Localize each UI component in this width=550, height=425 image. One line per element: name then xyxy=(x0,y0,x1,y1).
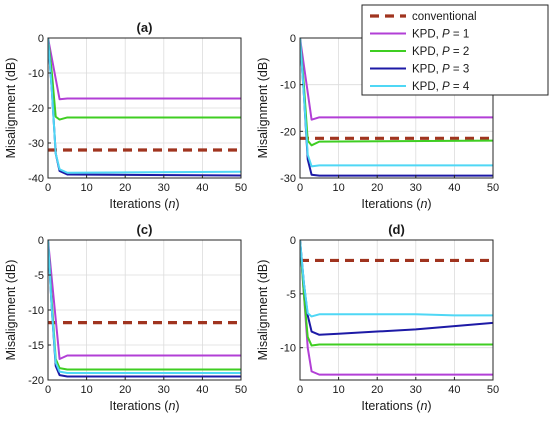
y-axis-label-a: Misalignment (dB) xyxy=(4,58,18,159)
legend-label-2: KPD, P = 2 xyxy=(412,46,469,58)
plot-area-d xyxy=(300,240,493,380)
tick-label-y-b-2: -10 xyxy=(280,80,296,92)
tick-label-x-a-3: 30 xyxy=(158,182,170,194)
legend-label-0: conventional xyxy=(412,11,477,23)
tick-label-x-a-4: 40 xyxy=(196,182,208,194)
tick-label-x-a-0: 0 xyxy=(45,182,51,194)
tick-label-y-a-3: -10 xyxy=(28,68,44,80)
panel-d: 0 10 20 30 40 50 -10 -5 0 (d) Iterations (n) Misali… xyxy=(256,222,499,413)
tick-label-y-b-0: -30 xyxy=(280,173,296,185)
tick-label-y-d-1: -5 xyxy=(286,289,296,301)
tick-label-x-d-1: 10 xyxy=(332,384,344,396)
tick-label-y-a-0: -40 xyxy=(28,173,44,185)
tick-label-x-b-4: 40 xyxy=(448,182,460,194)
tick-label-x-a-2: 20 xyxy=(119,182,131,194)
panels: 0 10 20 30 40 50 -40 -30 -20 -10 0 (a) Iterations (n… xyxy=(4,20,499,413)
y-axis-label-d: Misalignment (dB) xyxy=(256,260,270,361)
x-axis-label-c: Iterations (n) xyxy=(109,399,179,413)
tick-label-y-c-0: -20 xyxy=(28,375,44,387)
tick-label-y-a-1: -30 xyxy=(28,138,44,150)
x-axis-label-b: Iterations (n) xyxy=(361,197,431,211)
tick-label-y-c-4: 0 xyxy=(38,235,44,247)
x-axis-label-d: Iterations (n) xyxy=(361,399,431,413)
legend: conventional KPD, P = 1 KPD, P = 2 KPD, P =… xyxy=(361,4,549,96)
tick-label-x-b-3: 30 xyxy=(410,182,422,194)
tick-label-x-c-1: 10 xyxy=(80,384,92,396)
legend-label-1: KPD, P = 1 xyxy=(412,29,469,41)
tick-label-x-c-4: 40 xyxy=(196,384,208,396)
tick-label-x-c-0: 0 xyxy=(45,384,51,396)
tick-label-x-c-2: 20 xyxy=(119,384,131,396)
tick-label-y-a-4: 0 xyxy=(38,33,44,45)
tick-label-y-d-2: 0 xyxy=(290,235,296,247)
tick-label-x-b-2: 20 xyxy=(371,182,383,194)
legend-label-4: KPD, P = 4 xyxy=(412,81,470,93)
series-line-a-4 xyxy=(48,38,241,174)
series-line-b-4 xyxy=(300,38,493,168)
y-axis-label-b: Misalignment (dB) xyxy=(256,58,270,159)
tick-label-x-d-5: 50 xyxy=(487,384,499,396)
panel-title-c: (c) xyxy=(137,222,153,237)
tick-label-x-d-4: 40 xyxy=(448,384,460,396)
tick-label-x-d-0: 0 xyxy=(297,384,303,396)
series-line-a-2 xyxy=(48,38,241,121)
legend-label-3: KPD, P = 3 xyxy=(412,64,469,76)
panel-title-d: (d) xyxy=(388,222,405,237)
panel-title-a: (a) xyxy=(137,20,153,35)
tick-label-x-d-3: 30 xyxy=(410,384,422,396)
tick-label-y-b-3: 0 xyxy=(290,33,296,45)
tick-label-y-b-1: -20 xyxy=(280,126,296,138)
tick-label-x-b-1: 10 xyxy=(332,182,344,194)
panel-a: 0 10 20 30 40 50 -40 -30 -20 -10 0 (a) Iterations (n… xyxy=(4,20,247,211)
tick-label-x-b-0: 0 xyxy=(297,182,303,194)
tick-label-y-c-2: -10 xyxy=(28,305,44,317)
tick-label-x-a-5: 50 xyxy=(235,182,247,194)
tick-label-x-d-2: 20 xyxy=(371,384,383,396)
tick-label-x-c-3: 30 xyxy=(158,384,170,396)
tick-label-y-c-1: -15 xyxy=(28,340,44,352)
tick-label-x-b-5: 50 xyxy=(487,182,499,194)
series-line-c-4 xyxy=(48,240,241,374)
series-line-b-1 xyxy=(300,38,493,121)
series-line-a-1 xyxy=(48,38,241,101)
x-axis-label-a: Iterations (n) xyxy=(109,197,179,211)
series-line-c-1 xyxy=(48,240,241,360)
tick-label-x-c-5: 50 xyxy=(235,384,247,396)
tick-label-y-c-3: -5 xyxy=(34,270,44,282)
tick-label-y-a-2: -20 xyxy=(28,103,44,115)
tick-label-y-d-0: -10 xyxy=(280,343,296,355)
panel-c: 0 10 20 30 40 50 -20 -15 -10 -5 0 (c) Iterations (n)… xyxy=(4,222,247,413)
axes-box-d xyxy=(299,239,494,381)
tick-label-x-a-1: 10 xyxy=(80,182,92,194)
series-line-d-4 xyxy=(300,240,493,318)
y-axis-label-c: Misalignment (dB) xyxy=(4,260,18,361)
